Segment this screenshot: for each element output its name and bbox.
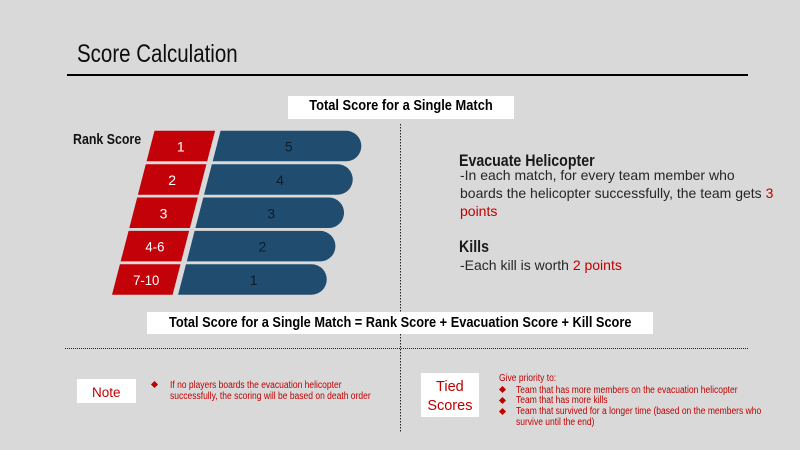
svg-text:4-6: 4-6 (145, 239, 164, 255)
svg-text:5: 5 (285, 139, 293, 155)
svg-text:1: 1 (177, 139, 185, 155)
svg-text:4: 4 (276, 172, 284, 188)
svg-text:2: 2 (259, 239, 267, 255)
svg-text:3: 3 (267, 205, 275, 221)
svg-text:1: 1 (250, 272, 258, 288)
svg-text:7-10: 7-10 (133, 272, 159, 288)
svg-text:2: 2 (168, 172, 176, 188)
svg-text:3: 3 (160, 205, 168, 221)
